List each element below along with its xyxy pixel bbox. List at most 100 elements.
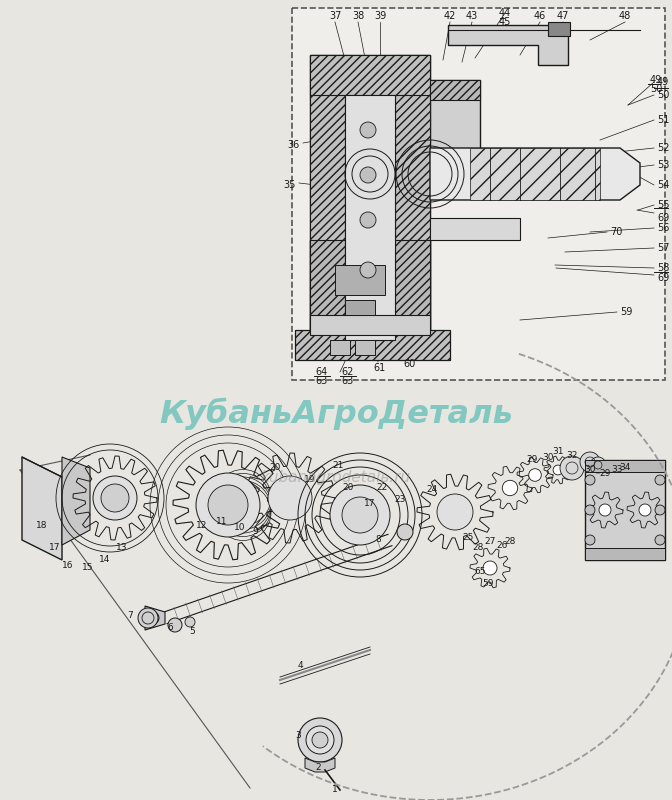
Circle shape [185, 617, 195, 627]
Circle shape [585, 505, 595, 515]
Text: 42: 42 [444, 11, 456, 21]
Circle shape [312, 732, 328, 748]
Text: 24: 24 [426, 486, 437, 494]
Text: 51: 51 [657, 115, 669, 125]
Bar [345, 95, 395, 340]
Circle shape [208, 485, 248, 525]
Text: 12: 12 [196, 521, 208, 530]
Text: 48: 48 [619, 11, 631, 21]
Circle shape [655, 535, 665, 545]
Polygon shape [448, 25, 568, 65]
Polygon shape [62, 457, 90, 545]
Text: 33: 33 [612, 466, 623, 474]
Text: 56: 56 [657, 223, 669, 233]
Polygon shape [305, 758, 335, 772]
Bar [295, 330, 450, 360]
Text: 55: 55 [657, 200, 669, 210]
Text: 4: 4 [297, 661, 303, 670]
Circle shape [585, 475, 595, 485]
Polygon shape [430, 80, 480, 170]
Text: 70: 70 [610, 227, 622, 237]
Text: 5: 5 [189, 627, 195, 637]
Text: 59: 59 [620, 307, 632, 317]
Text: 30: 30 [542, 453, 554, 462]
Bar [470, 148, 600, 200]
Polygon shape [310, 240, 430, 340]
Text: 27: 27 [485, 538, 496, 546]
Text: 15: 15 [82, 562, 94, 571]
Circle shape [268, 476, 312, 520]
Text: 28: 28 [504, 538, 515, 546]
Text: 20: 20 [342, 483, 353, 493]
Text: 2: 2 [315, 763, 321, 773]
Polygon shape [310, 55, 430, 340]
Circle shape [599, 504, 611, 516]
Text: 17: 17 [364, 498, 376, 507]
Text: 10: 10 [235, 522, 246, 531]
Circle shape [138, 608, 158, 628]
Text: kubanagrodetalь.ru: kubanagrodetalь.ru [261, 470, 411, 485]
Text: 69: 69 [657, 273, 669, 283]
Circle shape [483, 561, 497, 575]
Text: 52: 52 [657, 143, 669, 153]
Text: 32: 32 [566, 450, 578, 459]
Text: 45: 45 [499, 17, 511, 27]
Text: 57: 57 [657, 243, 669, 253]
Polygon shape [145, 606, 165, 630]
Bar [292, 8, 665, 380]
Text: 1: 1 [332, 786, 338, 794]
Circle shape [196, 473, 260, 537]
Text: 21: 21 [333, 462, 343, 470]
Circle shape [590, 457, 606, 473]
Circle shape [360, 212, 376, 228]
Bar [395, 240, 430, 340]
Text: 8: 8 [375, 535, 381, 545]
Circle shape [306, 726, 334, 754]
Text: 31: 31 [552, 447, 564, 457]
Text: 62: 62 [342, 367, 354, 377]
Circle shape [360, 122, 376, 138]
Text: 50: 50 [650, 84, 663, 94]
Circle shape [502, 480, 517, 496]
Text: 23: 23 [394, 495, 406, 505]
Circle shape [101, 484, 129, 512]
Text: 49: 49 [657, 77, 669, 87]
Bar [355, 340, 375, 355]
Bar [548, 22, 570, 36]
Circle shape [397, 524, 413, 540]
Text: 35: 35 [284, 180, 296, 190]
Text: 50: 50 [657, 90, 669, 100]
Bar [345, 300, 375, 315]
Circle shape [147, 612, 159, 624]
Text: 63: 63 [316, 376, 328, 386]
Text: 20: 20 [269, 463, 281, 473]
Circle shape [655, 475, 665, 485]
Text: 30: 30 [584, 466, 596, 474]
Text: 49: 49 [650, 75, 662, 85]
Circle shape [208, 485, 248, 525]
Circle shape [560, 456, 584, 480]
Text: 29: 29 [599, 470, 611, 478]
Text: 9: 9 [252, 527, 258, 537]
Text: 34: 34 [620, 463, 631, 473]
Circle shape [437, 494, 473, 530]
Bar [310, 55, 345, 340]
Text: 46: 46 [534, 11, 546, 21]
Text: 25: 25 [462, 534, 474, 542]
Text: 19: 19 [304, 475, 316, 485]
Bar [335, 265, 385, 295]
Bar [585, 460, 665, 560]
Text: 61: 61 [374, 363, 386, 373]
Circle shape [639, 504, 651, 516]
Circle shape [168, 618, 182, 632]
Text: 37: 37 [329, 11, 341, 21]
Text: 26: 26 [497, 541, 507, 550]
Text: 18: 18 [36, 521, 48, 530]
Circle shape [580, 452, 600, 472]
Text: 14: 14 [99, 555, 111, 565]
Text: 6: 6 [167, 623, 173, 633]
Circle shape [274, 482, 306, 514]
Text: 7: 7 [127, 611, 133, 621]
Circle shape [330, 485, 390, 545]
Text: 44: 44 [499, 8, 511, 18]
